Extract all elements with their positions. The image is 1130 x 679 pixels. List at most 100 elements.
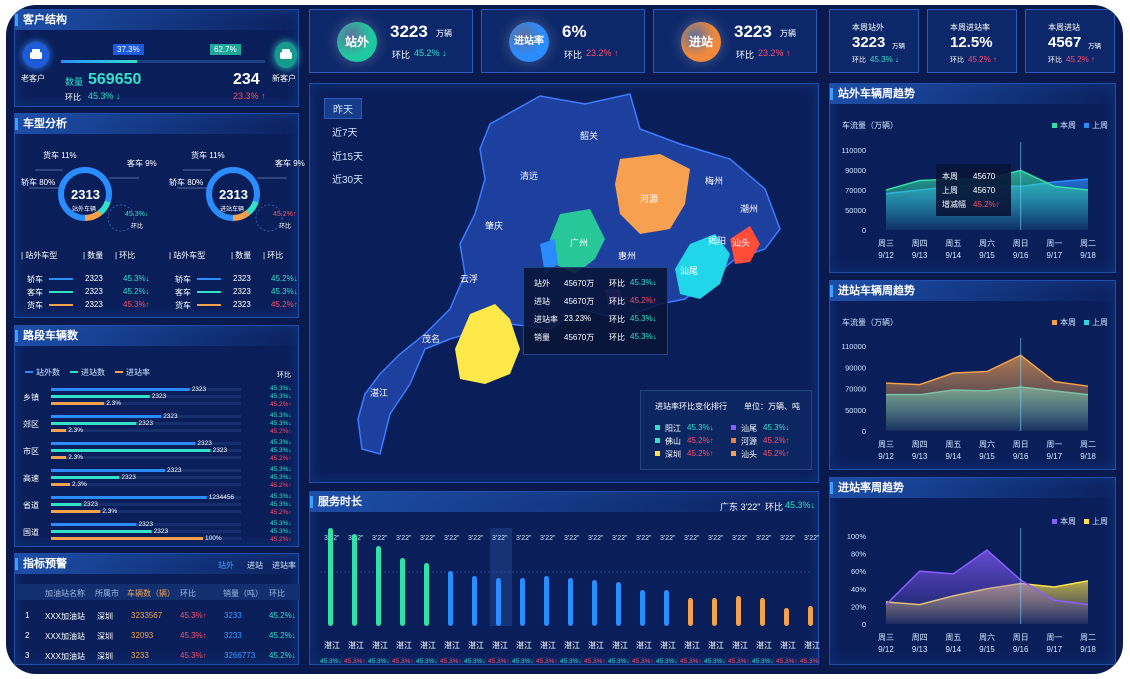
map-city-label: 清远 bbox=[520, 170, 538, 181]
road-panel: 路段车辆数 站外数 进站数 进站率 环比 乡镇 2323 2323 2.3% 45.3%↓ 45.… bbox=[14, 325, 299, 547]
trend-xdate: 9/17 bbox=[1047, 645, 1063, 654]
road-bar-value: 1234456 bbox=[209, 494, 235, 501]
tab-30days[interactable]: 近30天 bbox=[332, 175, 364, 186]
road-bar-chart: 站外数 进站数 进站率 环比乡镇232323232.3%45.3%↓45.3%↓45.… bbox=[23, 367, 292, 543]
trend-ytick: 0 bbox=[862, 226, 866, 235]
trend-xdate: 9/13 bbox=[912, 645, 928, 654]
road-category: 高速 bbox=[23, 473, 39, 483]
trend-ytick: 50000 bbox=[845, 406, 866, 415]
vtable-type-bar bbox=[49, 291, 73, 293]
map-region-heyuan[interactable] bbox=[615, 154, 690, 234]
vtable-type: 轿车 bbox=[175, 275, 191, 284]
legend-label: 本周 bbox=[1060, 317, 1076, 327]
road-bar bbox=[51, 442, 196, 445]
rank-value: 45.2%↑ bbox=[687, 436, 714, 445]
index-title: 指标预警 bbox=[15, 554, 298, 574]
trend-xtick: 周一 bbox=[1046, 239, 1062, 248]
rank-color bbox=[731, 425, 736, 430]
tip-ratio-label: 环比 bbox=[609, 297, 625, 306]
donut-value: 2313 bbox=[219, 187, 248, 202]
tab-yesterday[interactable]: 昨天 bbox=[324, 98, 362, 119]
vtable-type: 轿车 bbox=[27, 275, 43, 284]
map-region-guangzhou[interactable] bbox=[550, 209, 605, 274]
rank-unit: 单位：万辆、吨 bbox=[744, 402, 800, 411]
kpi-card: 站外 3223 万辆 环比 45.2% ↓ bbox=[309, 9, 473, 73]
trend-ylabel: 车流量（万辆） bbox=[842, 317, 898, 327]
donut-truck-arc bbox=[58, 167, 112, 221]
map-region-foshan[interactable] bbox=[540, 239, 558, 274]
row-cars: 3233567 bbox=[131, 611, 163, 620]
road-bar-value: 2.3% bbox=[72, 481, 87, 488]
trend2-panel: 进站车辆周趋势 车流量（万辆） 本周 上周 110000 90000 70000 50000… bbox=[829, 280, 1116, 470]
service-bar bbox=[664, 590, 669, 626]
mini-value: 12.5% bbox=[950, 34, 993, 51]
road-bar bbox=[51, 483, 70, 486]
map-region-maoming[interactable] bbox=[455, 304, 520, 384]
legend-mark bbox=[1052, 320, 1057, 325]
mini-ratio: 45.2% ↑ bbox=[1066, 55, 1095, 64]
row-cars: 32093 bbox=[131, 631, 154, 640]
customer-progress bbox=[61, 60, 265, 63]
trend-xdate: 9/18 bbox=[1080, 645, 1096, 654]
mini-title: 本周站外 bbox=[852, 23, 884, 32]
map-region-shantou[interactable] bbox=[730, 226, 760, 264]
tab-outside[interactable]: 站外 bbox=[218, 561, 234, 570]
trend-xtick: 周三 bbox=[878, 440, 894, 449]
rank-color bbox=[655, 438, 660, 443]
road-category: 郊区 bbox=[23, 419, 39, 429]
service-ratio: 45.3%↑ bbox=[344, 658, 366, 665]
service-bar bbox=[688, 598, 693, 626]
mini-value: 4567 bbox=[1048, 34, 1082, 51]
tooltip-key: 本周 bbox=[942, 171, 958, 181]
row-ratio2: 45.2%↓ bbox=[269, 651, 296, 660]
map-city-label: 惠州 bbox=[618, 250, 636, 261]
legend-mark bbox=[1052, 519, 1057, 524]
service-ratio: 45.3%↑ bbox=[392, 658, 414, 665]
tab-enter[interactable]: 进站 bbox=[247, 561, 263, 570]
new-ratio: 23.3% ↑ bbox=[233, 91, 266, 101]
tab-7days[interactable]: 近7天 bbox=[332, 128, 358, 139]
kpi-icon: 进站 bbox=[681, 22, 721, 62]
rank-color bbox=[731, 451, 736, 456]
trend-xdate: 9/13 bbox=[912, 452, 928, 461]
trend-xtick: 周二 bbox=[1080, 239, 1096, 248]
service-title: 服务时长 bbox=[310, 492, 818, 512]
vtable-header-ratio: | 环比 bbox=[263, 251, 284, 260]
vtable-type: 货车 bbox=[175, 301, 191, 310]
trend-xdate: 9/12 bbox=[878, 645, 894, 654]
trend-xtick: 周三 bbox=[878, 633, 894, 642]
kpi-value: 3223 bbox=[734, 22, 772, 41]
ratio-header: 环比 bbox=[277, 370, 291, 379]
service-bar-label: 3'22" bbox=[492, 535, 508, 542]
row-city: 深圳 bbox=[97, 652, 113, 661]
rank-name: 汕尾 bbox=[741, 424, 757, 433]
service-bar-chart: 3'22" 湛江 45.3%↓ 3'22" 湛江 45.3%↑ 3'22" 湛江 45.3%↓ 3… bbox=[320, 528, 820, 665]
map-region-shanwei[interactable] bbox=[675, 234, 730, 299]
kpi-ratio: 45.2% ↓ bbox=[414, 48, 447, 58]
tip-key: 进站 bbox=[534, 297, 550, 306]
legend-label: 站外数 bbox=[36, 367, 60, 377]
trend3-title: 进站率周趋势 bbox=[830, 478, 1115, 498]
service-bar-label: 3'22" bbox=[444, 535, 460, 542]
trend3-chart: 本周 上周 100% 80% 60% 40% 20% 0 周三 9/12 周四 9/13 周五 9/14 周… bbox=[847, 516, 1108, 654]
road-ratio: 45.3%↓ bbox=[270, 466, 292, 473]
service-bar-label: 3'22" bbox=[636, 535, 652, 542]
road-bar-value: 2323 bbox=[213, 447, 228, 454]
old-count: 569650 bbox=[88, 71, 142, 88]
tab-enter-rate[interactable]: 进站率 bbox=[272, 561, 296, 570]
road-bar bbox=[51, 503, 82, 506]
road-bar-value: 2323 bbox=[154, 528, 169, 535]
rank-name: 阳江 bbox=[665, 424, 681, 433]
kpi-value: 6% bbox=[562, 22, 587, 41]
vtable-num: 2323 bbox=[85, 287, 103, 296]
mini-title: 本周进站 bbox=[1048, 23, 1080, 32]
tooltip-value: 45.2%↑ bbox=[973, 200, 1000, 209]
road-ratio: 45.2%↑ bbox=[270, 482, 292, 489]
row-ratio1: 45.3%↑ bbox=[180, 631, 207, 640]
tab-15days[interactable]: 近15天 bbox=[332, 152, 364, 163]
old-ratio: 45.3% ↓ bbox=[88, 91, 121, 101]
road-category: 市区 bbox=[23, 446, 39, 456]
donut-value: 2313 bbox=[71, 187, 100, 202]
vtable-type-bar bbox=[197, 291, 221, 293]
table-header: 所属市 bbox=[95, 589, 119, 598]
